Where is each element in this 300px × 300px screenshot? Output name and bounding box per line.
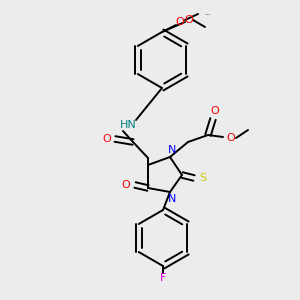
Text: HN: HN — [120, 120, 136, 130]
Text: O: O — [103, 134, 111, 144]
Text: O: O — [184, 15, 194, 25]
Text: S: S — [200, 173, 207, 183]
Text: O: O — [176, 17, 184, 27]
Text: N: N — [168, 145, 176, 155]
Text: O: O — [122, 180, 130, 190]
Text: F: F — [160, 273, 166, 283]
Text: N: N — [168, 194, 176, 204]
Text: O: O — [211, 106, 219, 116]
Text: O: O — [226, 133, 236, 143]
Text: methyl: methyl — [206, 14, 210, 15]
